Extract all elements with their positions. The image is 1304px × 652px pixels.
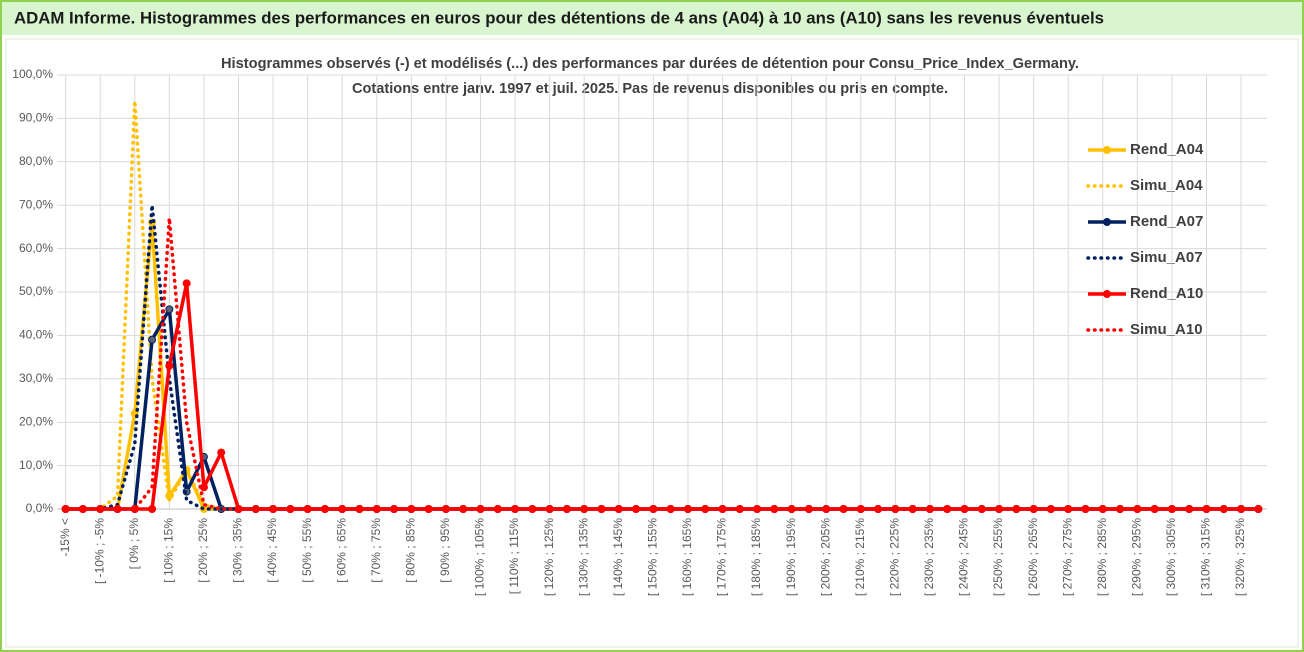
x-tick-label: [ 160% ; 165% xyxy=(680,518,694,596)
data-point xyxy=(148,505,157,513)
y-tick-label: 20,0% xyxy=(19,414,53,428)
x-tick-label: [ 140% ; 145% xyxy=(611,518,625,596)
x-tick-label: [ 10% ; 15% xyxy=(162,518,176,583)
x-tick-label: [ 80% ; 85% xyxy=(404,518,418,583)
legend-marker xyxy=(1103,290,1111,298)
data-point xyxy=(165,305,174,314)
legend-label: Simu_A04 xyxy=(1130,177,1203,194)
x-tick-label: [ 180% ; 185% xyxy=(749,518,763,596)
data-point xyxy=(217,448,226,457)
y-tick-label: 0,0% xyxy=(26,501,54,515)
legend-label: Simu_A07 xyxy=(1130,249,1203,266)
data-point xyxy=(148,335,157,344)
legend-marker xyxy=(1103,146,1111,154)
x-tick-label: -15% < xyxy=(58,518,72,556)
x-tick-label: [ 100% ; 105% xyxy=(473,518,487,596)
x-tick-label: [ 250% ; 255% xyxy=(991,518,1005,596)
legend-marker xyxy=(1103,218,1111,226)
legend-label: Rend_A04 xyxy=(1130,141,1204,158)
header-bar xyxy=(2,2,1302,35)
y-tick-label: 10,0% xyxy=(19,458,53,472)
y-tick-label: 80,0% xyxy=(19,154,53,168)
y-tick-label: 90,0% xyxy=(19,111,53,125)
x-tick-label: [ 90% ; 95% xyxy=(438,518,452,583)
legend-label: Rend_A07 xyxy=(1130,213,1203,230)
x-tick-label: [ 320% ; 325% xyxy=(1233,518,1247,596)
x-tick-label: [ 300% ; 305% xyxy=(1164,518,1178,596)
data-point xyxy=(165,361,174,370)
header: ADAM Informe. Histogrammes des performan… xyxy=(14,8,1104,27)
x-tick-label: [ 20% ; 25% xyxy=(196,518,210,583)
x-tick-label: [ 130% ; 135% xyxy=(576,518,590,596)
chart-title: Cotations entre janv. 1997 et juil. 2025… xyxy=(352,80,948,97)
x-tick-label: [ 50% ; 55% xyxy=(300,518,314,583)
x-tick-label: [ 260% ; 265% xyxy=(1026,518,1040,596)
y-tick-label: 30,0% xyxy=(19,371,53,385)
chart-area xyxy=(5,38,1299,648)
x-tick-label: [ 120% ; 125% xyxy=(542,518,556,596)
x-tick-label: [ 230% ; 235% xyxy=(922,518,936,596)
x-tick-label: [ 280% ; 285% xyxy=(1095,518,1109,596)
x-tick-label: [ 40% ; 45% xyxy=(265,518,279,583)
x-tick-label: [ 150% ; 155% xyxy=(646,518,660,596)
x-tick-label: [ -10% ; -5% xyxy=(92,518,106,584)
x-tick-label: [ 30% ; 35% xyxy=(231,518,245,583)
x-tick-label: [ 60% ; 65% xyxy=(334,518,348,583)
y-tick-label: 50,0% xyxy=(19,284,53,298)
x-tick-label: [ 210% ; 215% xyxy=(853,518,867,596)
y-tick-label: 60,0% xyxy=(19,241,53,255)
x-tick-label: [ 290% ; 295% xyxy=(1130,518,1144,596)
x-tick-label: [ 240% ; 245% xyxy=(957,518,971,596)
chart-title: Histogrammes observés (-) et modélisés (… xyxy=(221,55,1079,72)
x-tick-label: [ 200% ; 205% xyxy=(818,518,832,596)
x-tick-label: [ 310% ; 315% xyxy=(1199,518,1213,596)
x-tick-label: [ 220% ; 225% xyxy=(888,518,902,596)
x-tick-label: [ 110% ; 115% xyxy=(507,518,521,595)
data-point xyxy=(182,279,191,288)
x-tick-label: [ 270% ; 275% xyxy=(1060,518,1074,596)
y-tick-label: 100,0% xyxy=(12,67,53,81)
legend-label: Rend_A10 xyxy=(1130,285,1203,302)
x-tick-label: [ 190% ; 195% xyxy=(784,518,798,596)
x-tick-label: [ 170% ; 175% xyxy=(715,518,729,596)
series-line xyxy=(63,216,1261,511)
y-tick-label: 40,0% xyxy=(19,328,53,342)
x-tick-label: [ 0% ; 5% xyxy=(127,518,141,570)
x-tick-label: [ 70% ; 75% xyxy=(369,518,383,583)
y-tick-label: 70,0% xyxy=(19,197,53,211)
legend-label: Simu_A10 xyxy=(1130,321,1203,338)
